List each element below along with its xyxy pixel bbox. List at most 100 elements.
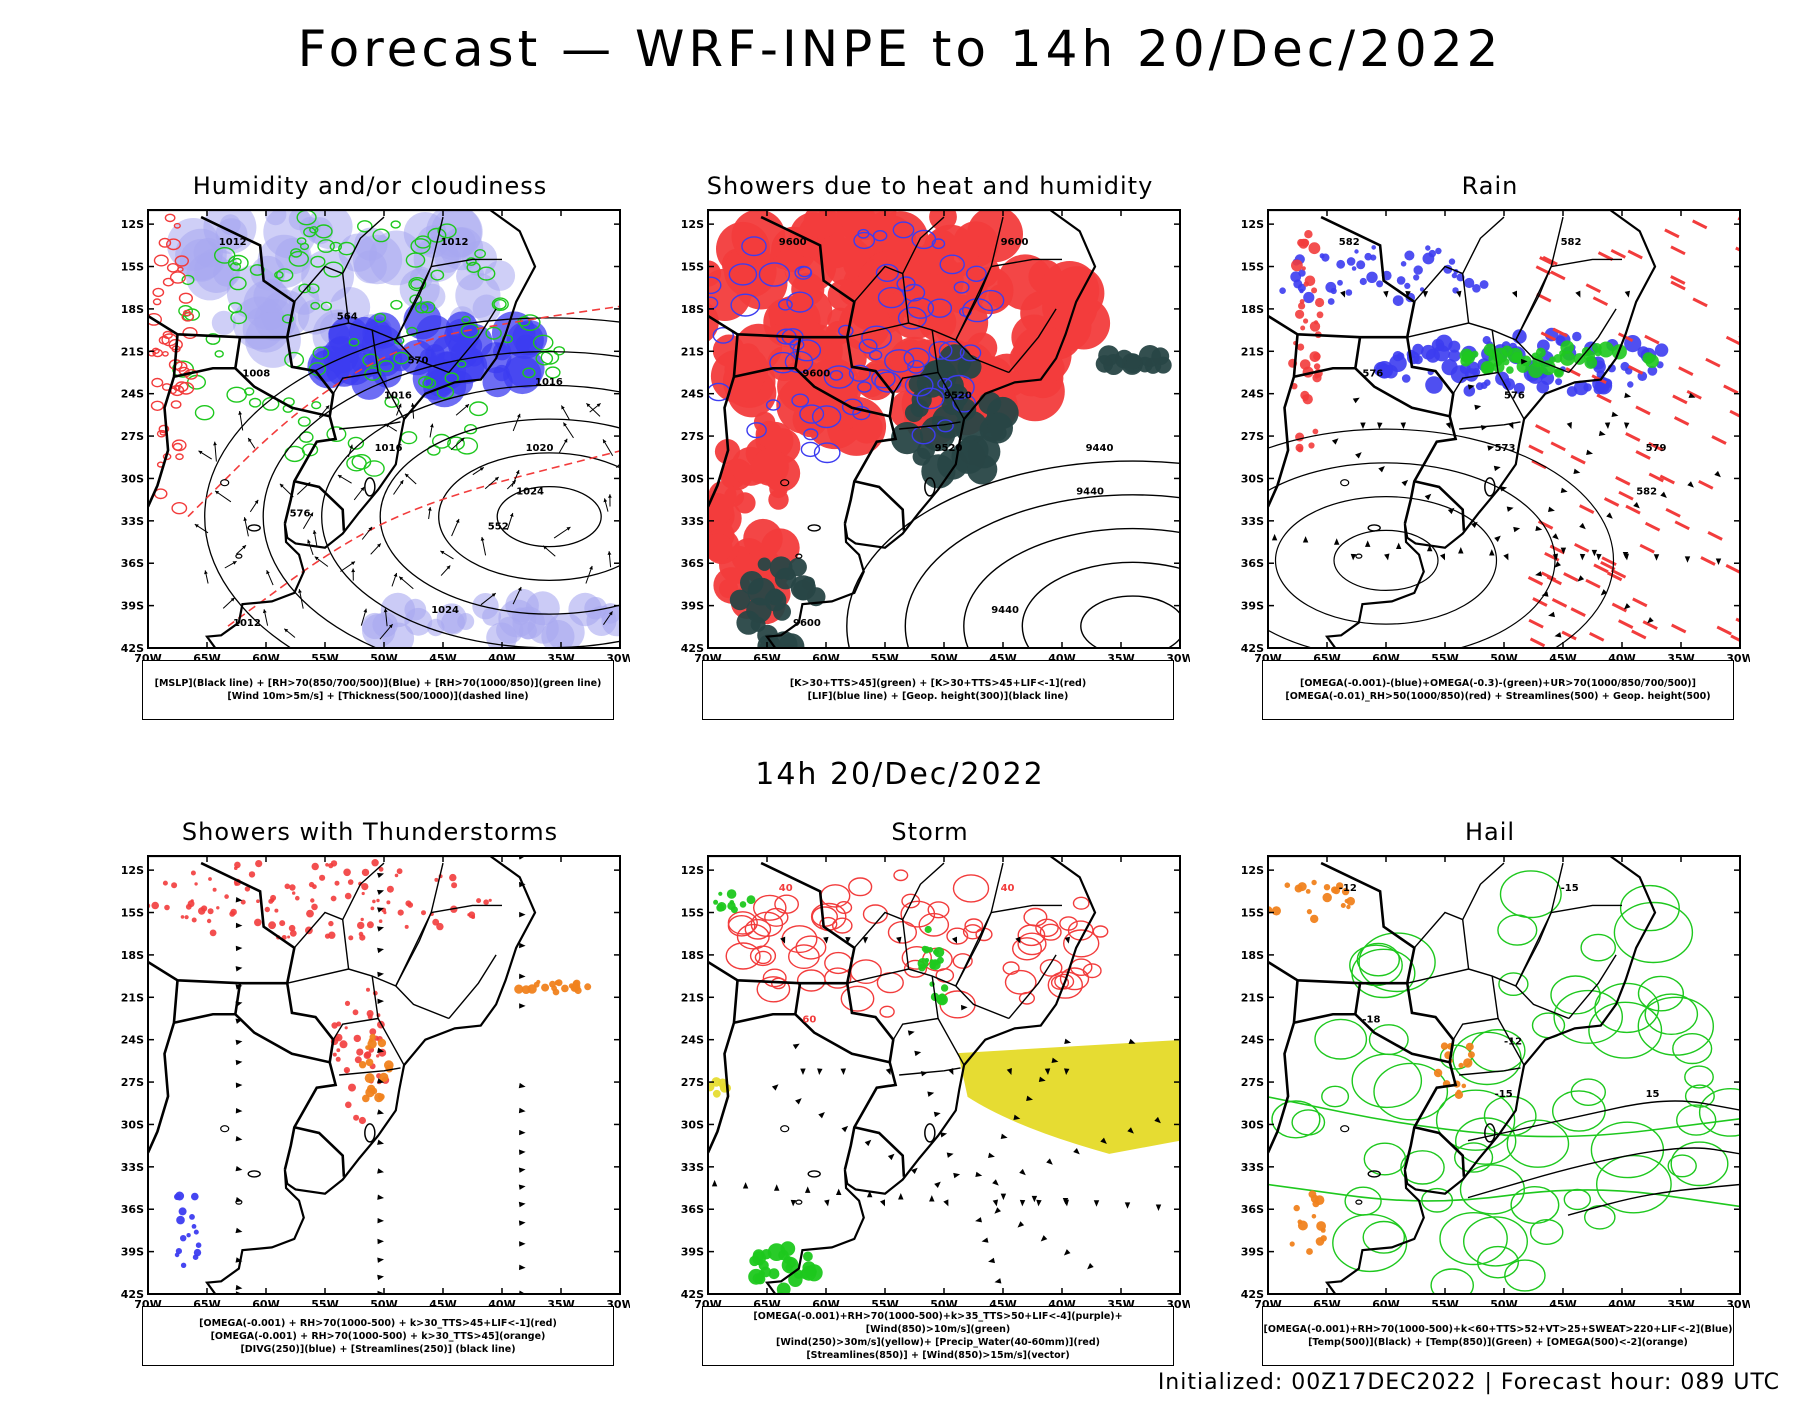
omega-blue — [1366, 272, 1377, 283]
divergence-blue — [179, 1207, 187, 1215]
omega-blue — [1328, 298, 1335, 305]
streamline-arrow — [1573, 469, 1580, 474]
lat-label: 27S — [121, 430, 144, 443]
thunder-red — [359, 935, 365, 941]
lake — [1368, 525, 1380, 531]
lat-label: 39S — [681, 1246, 704, 1259]
streamline-arrow — [774, 1184, 779, 1190]
streamline-arrow — [1340, 291, 1345, 298]
temp850-green — [1322, 1086, 1349, 1106]
lat-label: 15S — [681, 261, 704, 274]
country-border — [294, 481, 344, 530]
streamline-arrow — [1425, 494, 1432, 500]
state-border — [1463, 863, 1504, 969]
omega-blue — [1393, 351, 1403, 361]
streamline-arrow — [519, 1202, 526, 1207]
thunder-red — [398, 910, 404, 916]
wind850-green — [930, 959, 941, 970]
streamline-arrow — [519, 1003, 525, 1008]
streamline-arrow — [1647, 617, 1654, 623]
omega-blue — [1567, 386, 1578, 397]
omega-blue — [1627, 381, 1633, 387]
temp850-green — [1364, 1143, 1405, 1175]
rain-red-streak — [1640, 545, 1654, 552]
rain-red-streak — [1529, 577, 1543, 584]
omega-blue — [1594, 384, 1605, 395]
omega-blue — [1303, 292, 1314, 303]
lake — [1341, 1126, 1349, 1132]
streamline-arrow — [1624, 393, 1631, 398]
streamline-arrow — [1129, 1039, 1136, 1044]
streamline-arrow — [1596, 554, 1601, 561]
streamline-arrow — [519, 974, 526, 979]
thunder-red — [171, 882, 177, 888]
legend-line: [LIF](blue line) + [Geop. height(300)](b… — [703, 690, 1173, 703]
lake — [796, 1200, 802, 1204]
thickness-red — [180, 293, 193, 303]
streamline-arrow — [519, 1184, 526, 1189]
omega-blue — [1364, 253, 1372, 261]
rain-red-streak — [1531, 639, 1545, 646]
temp850-green — [1499, 973, 1528, 995]
thunder-red — [376, 1054, 379, 1057]
precip-water-red — [1013, 938, 1042, 960]
omega-blue — [1435, 248, 1441, 254]
panel-title: Showers with Thunderstorms — [90, 818, 650, 846]
lake — [808, 1171, 820, 1177]
thunder-red — [436, 923, 443, 930]
thunder-orange — [374, 1093, 383, 1102]
streamline-arrow — [377, 1140, 384, 1145]
streamline-arrow — [519, 912, 525, 917]
streamline-arrow — [1660, 492, 1667, 498]
thunder-red — [224, 894, 229, 899]
rain-red-streak — [1701, 558, 1715, 565]
omega-blue — [1279, 287, 1286, 294]
lake — [248, 525, 260, 531]
contour-label: 1020 — [526, 443, 554, 454]
thunder-red — [191, 899, 194, 902]
streamline-arrow — [519, 1108, 526, 1113]
omega-orange — [1307, 909, 1312, 914]
rain-red-streak — [1693, 221, 1707, 228]
streamline-arrow — [1156, 1205, 1161, 1211]
streamline-arrow — [1365, 540, 1370, 546]
streamline-arrow — [1353, 398, 1360, 404]
lat-label: 21S — [1241, 991, 1264, 1004]
omega-blue — [1356, 260, 1365, 269]
streamline-arrow — [1458, 547, 1463, 553]
omega-orange — [1285, 882, 1291, 888]
streamline-arrow — [377, 1257, 384, 1262]
streamline-arrow — [1580, 554, 1585, 561]
omega-orange — [1466, 1043, 1474, 1051]
thunder-red — [181, 915, 185, 919]
thunder-red — [362, 892, 365, 895]
streamline-arrow — [1378, 466, 1385, 472]
streamline-arrow — [1654, 554, 1659, 560]
omega-blue — [1402, 374, 1411, 383]
streamline-arrow — [519, 1167, 526, 1172]
streamline-arrow — [1001, 1134, 1008, 1139]
lat-label: 18S — [121, 303, 144, 316]
streamline-arrow — [1019, 1169, 1026, 1175]
thickness-red — [152, 379, 163, 387]
thunder-red — [471, 915, 475, 919]
rh-green-contour — [227, 387, 246, 402]
state-border — [938, 1018, 964, 1065]
omega-green — [1594, 349, 1602, 357]
omega-green — [1460, 349, 1474, 363]
wind850-green — [928, 947, 934, 953]
panel-title: Storm — [650, 818, 1210, 846]
contour-label: 60 — [802, 1014, 816, 1025]
thunder-orange — [541, 984, 549, 992]
streamline-arrow — [377, 1194, 384, 1199]
legend-line: [Wind(250)>30m/s](yellow)+ [Precip_Water… — [703, 1336, 1173, 1349]
streamline-arrow — [236, 1082, 243, 1087]
rh-green-contour — [299, 417, 311, 426]
streamline-arrow — [934, 1182, 941, 1188]
rain-red-streak — [1571, 456, 1585, 463]
rh-green-contour — [391, 221, 400, 228]
rh-green-contour — [457, 438, 478, 454]
